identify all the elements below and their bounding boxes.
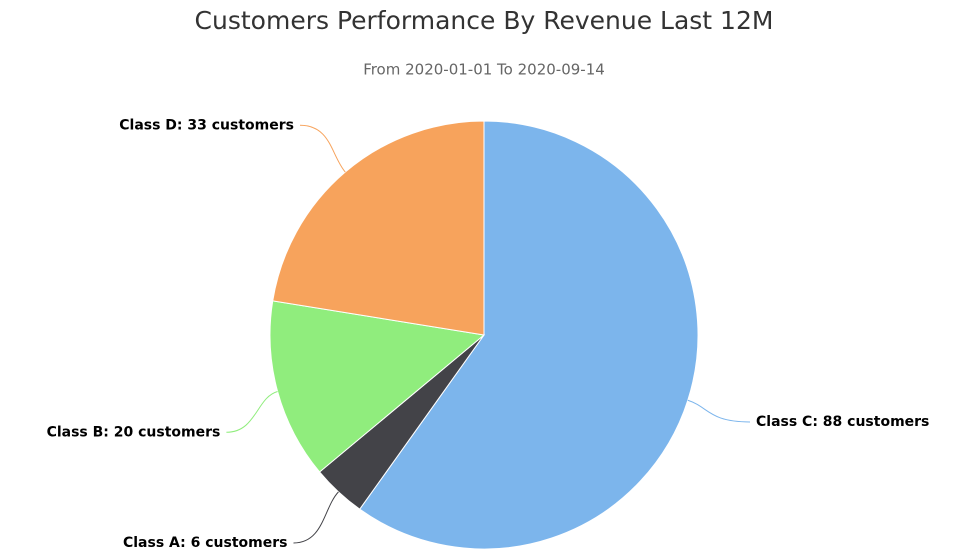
chart-subtitle: From 2020-01-01 To 2020-09-14 xyxy=(363,61,605,79)
data-label: Class C: 88 customers xyxy=(756,414,929,430)
connector xyxy=(293,491,339,544)
connector xyxy=(687,399,751,423)
pie-slice xyxy=(272,120,485,336)
chart-title: Customers Performance By Revenue Last 12… xyxy=(195,6,774,35)
data-label: Class D: 33 customers xyxy=(119,117,294,133)
connector xyxy=(226,391,278,433)
data-label: Class A: 6 customers xyxy=(123,535,287,551)
data-label: Class B: 20 customers xyxy=(47,424,221,440)
pie-slice xyxy=(269,300,486,473)
connector xyxy=(299,124,346,173)
pie-slice xyxy=(359,120,699,550)
